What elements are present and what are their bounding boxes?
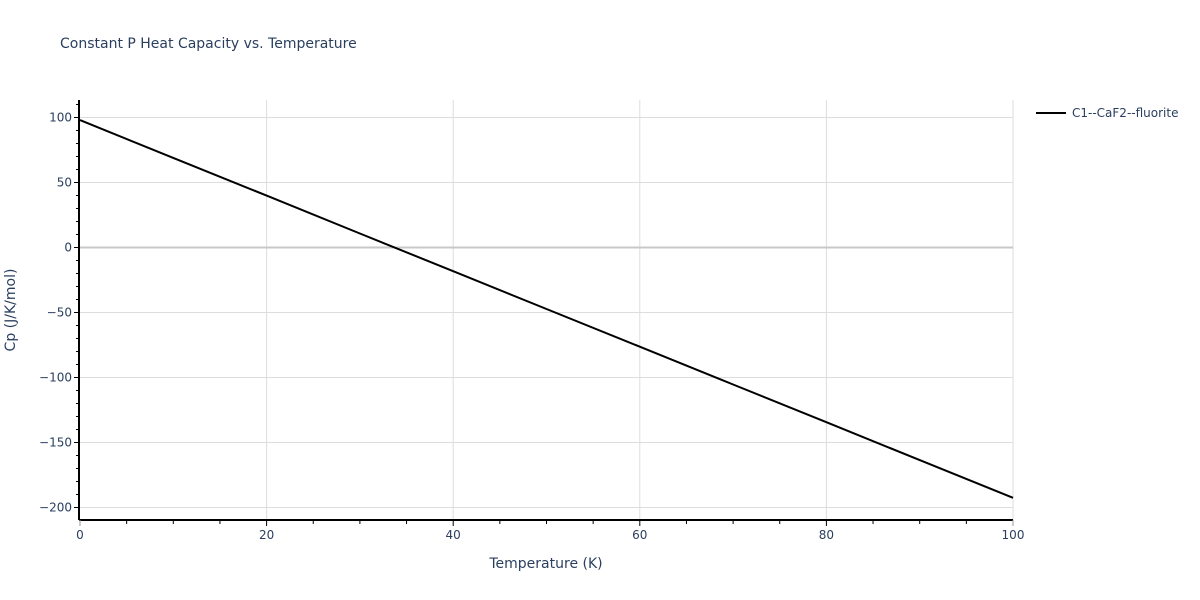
y-tick-label: 50 xyxy=(57,176,72,190)
y-tick-label: −50 xyxy=(47,306,72,320)
axes xyxy=(74,100,1014,526)
x-tick-label: 0 xyxy=(76,528,84,542)
x-tick-label: 40 xyxy=(446,528,461,542)
gridlines xyxy=(80,100,1014,520)
series-line-c1-caf2-fluorite[interactable] xyxy=(79,119,1014,499)
y-tick-label: 0 xyxy=(64,241,72,255)
x-axis-title: Temperature (K) xyxy=(488,556,602,572)
y-axis-title: Cp (J/K/mol) xyxy=(3,269,19,352)
legend-line-swatch-icon xyxy=(1036,112,1066,114)
y-tick-label: −200 xyxy=(39,501,72,515)
x-tick-label: 80 xyxy=(819,528,834,542)
y-tick-label: −100 xyxy=(39,371,72,385)
y-tick-label: −150 xyxy=(39,436,72,450)
chart-title: Constant P Heat Capacity vs. Temperature xyxy=(60,36,357,52)
tick-labels: 100 50 0 −50 −100 −150 −200 0 20 40 60 80 100 xyxy=(39,111,1024,543)
x-tick-label: 60 xyxy=(632,528,647,542)
legend-label: C1--CaF2--fluorite xyxy=(1072,106,1179,120)
x-tick-label: 100 xyxy=(1002,528,1025,542)
y-tick-label: 100 xyxy=(49,111,72,125)
x-tick-label: 20 xyxy=(259,528,274,542)
legend-item[interactable]: C1--CaF2--fluorite xyxy=(1036,106,1178,120)
